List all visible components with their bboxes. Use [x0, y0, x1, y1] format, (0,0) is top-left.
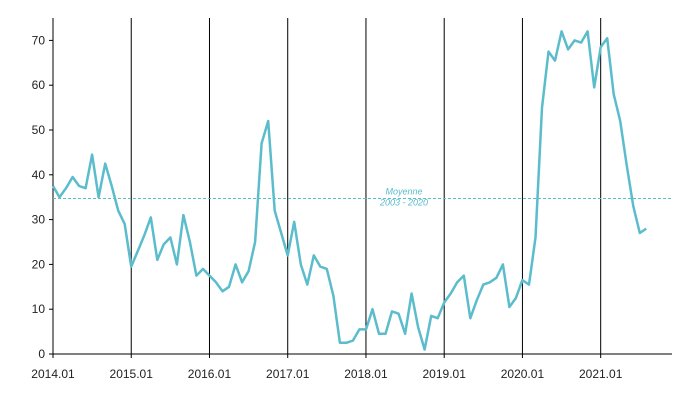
- y-tick-label: 50: [32, 123, 46, 137]
- x-tick-label: 2017.01: [266, 367, 310, 381]
- x-tick-label: 2021.01: [579, 367, 623, 381]
- data-line: [51, 30, 648, 351]
- y-tick-label: 30: [32, 213, 46, 227]
- y-tick-label: 20: [32, 257, 46, 271]
- x-tick-label: 2014.01: [31, 367, 75, 381]
- y-tick-label: 10: [32, 302, 46, 316]
- y-tick-label: 40: [32, 168, 46, 182]
- reference-label: 2003 - 2020: [379, 198, 428, 208]
- x-tick-label: 2015.01: [110, 367, 154, 381]
- y-tick-label: 60: [32, 78, 46, 92]
- x-tick-label: 2018.01: [344, 367, 388, 381]
- reference-label: Moyenne: [385, 187, 422, 197]
- x-tick-label: 2019.01: [423, 367, 467, 381]
- x-tick-label: 2020.01: [501, 367, 545, 381]
- x-tick-label: 2016.01: [188, 367, 232, 381]
- y-tick-label: 0: [38, 347, 45, 361]
- y-tick-label: 70: [32, 33, 46, 47]
